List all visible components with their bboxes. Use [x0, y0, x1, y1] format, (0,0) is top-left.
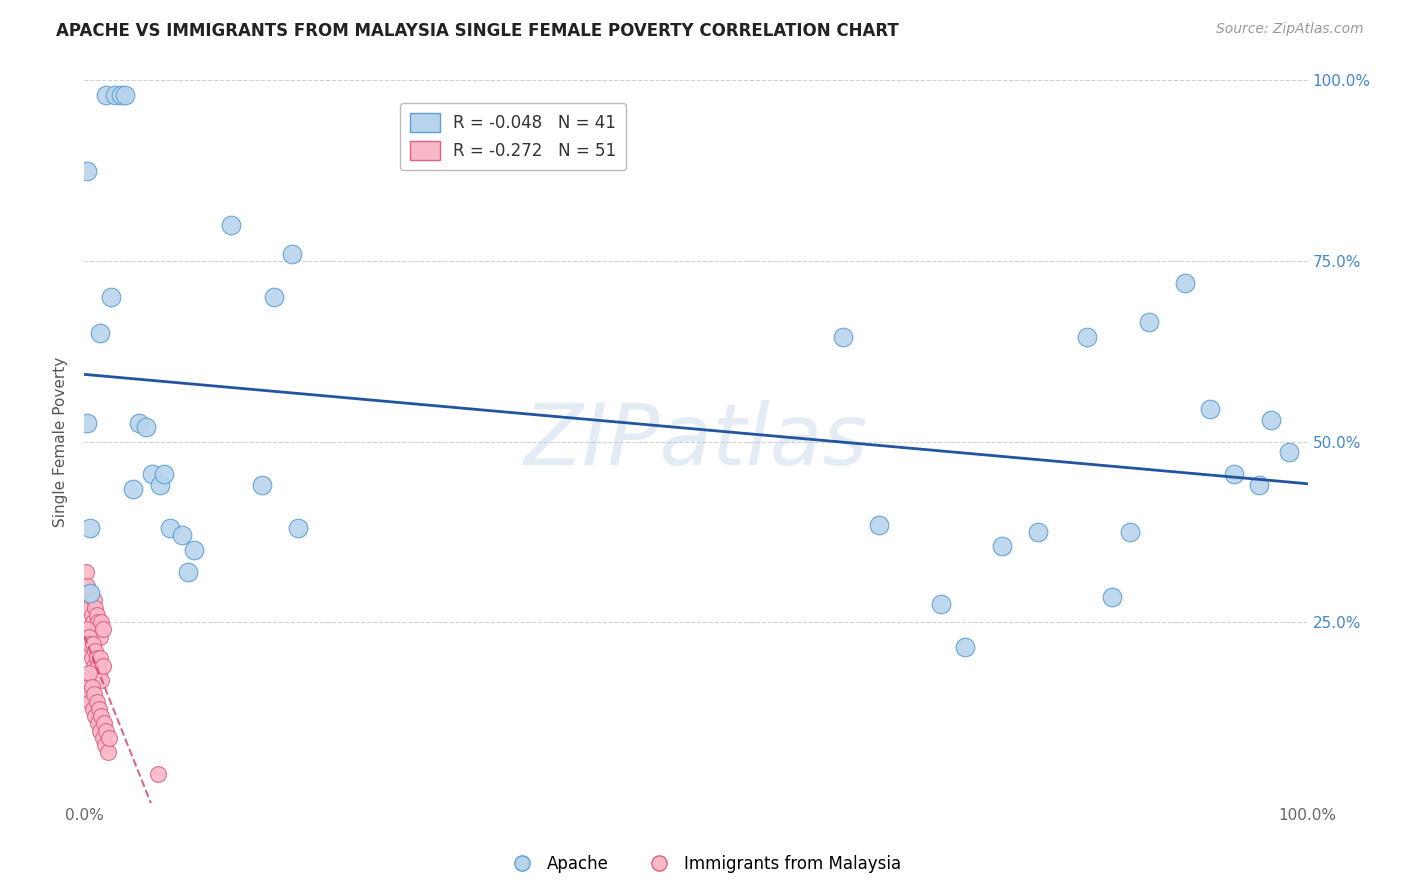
- Point: [86, 607, 108, 622]
- Point: [83, 687, 105, 701]
- Point: [1198, 402, 1220, 417]
- Point: [929, 597, 952, 611]
- Point: [153, 467, 176, 481]
- Point: [869, 517, 891, 532]
- Point: [1119, 524, 1142, 539]
- Point: [1028, 524, 1050, 539]
- Point: [250, 478, 273, 492]
- Point: [80, 680, 103, 694]
- Point: [87, 658, 110, 673]
- Point: [141, 467, 163, 481]
- Point: [1076, 330, 1098, 344]
- Point: [83, 658, 105, 673]
- Point: [90, 709, 112, 723]
- Point: [89, 630, 111, 644]
- Point: [93, 716, 115, 731]
- Point: [281, 246, 304, 260]
- Point: [1260, 413, 1282, 427]
- Point: [104, 87, 127, 102]
- Point: [77, 687, 100, 701]
- Point: [146, 767, 169, 781]
- Point: [87, 716, 110, 731]
- Y-axis label: Single Female Poverty: Single Female Poverty: [53, 357, 69, 526]
- Point: [1223, 467, 1246, 481]
- Legend: Apache, Immigrants from Malaysia: Apache, Immigrants from Malaysia: [499, 848, 907, 880]
- Point: [75, 673, 97, 687]
- Point: [77, 630, 100, 644]
- Point: [79, 637, 101, 651]
- Point: [263, 290, 285, 304]
- Point: [86, 695, 108, 709]
- Point: [79, 695, 101, 709]
- Point: [128, 417, 150, 431]
- Point: [82, 615, 104, 630]
- Text: ZIPatlas: ZIPatlas: [524, 400, 868, 483]
- Point: [90, 615, 112, 630]
- Point: [135, 420, 157, 434]
- Point: [172, 528, 194, 542]
- Point: [159, 521, 181, 535]
- Point: [114, 87, 136, 102]
- Point: [96, 723, 118, 738]
- Point: [87, 615, 110, 630]
- Point: [84, 600, 107, 615]
- Point: [77, 644, 100, 658]
- Point: [219, 218, 242, 232]
- Point: [76, 623, 98, 637]
- Point: [97, 731, 120, 745]
- Point: [90, 673, 112, 687]
- Point: [84, 644, 107, 658]
- Legend: R = -0.048   N = 41, R = -0.272   N = 51: R = -0.048 N = 41, R = -0.272 N = 51: [401, 103, 627, 169]
- Point: [83, 593, 105, 607]
- Point: [79, 586, 101, 600]
- Point: [80, 651, 103, 665]
- Point: [75, 565, 97, 579]
- Point: [80, 607, 103, 622]
- Point: [177, 565, 200, 579]
- Point: [97, 745, 120, 759]
- Point: [100, 290, 122, 304]
- Point: [82, 637, 104, 651]
- Point: [1247, 478, 1270, 492]
- Point: [87, 702, 110, 716]
- Text: Source: ZipAtlas.com: Source: ZipAtlas.com: [1216, 22, 1364, 37]
- Text: APACHE VS IMMIGRANTS FROM MALAYSIA SINGLE FEMALE POVERTY CORRELATION CHART: APACHE VS IMMIGRANTS FROM MALAYSIA SINGL…: [56, 22, 898, 40]
- Point: [91, 658, 114, 673]
- Point: [75, 637, 97, 651]
- Point: [84, 709, 107, 723]
- Point: [79, 521, 101, 535]
- Point: [89, 651, 111, 665]
- Point: [77, 600, 100, 615]
- Point: [89, 723, 111, 738]
- Point: [77, 593, 100, 607]
- Point: [183, 542, 205, 557]
- Point: [1174, 276, 1197, 290]
- Point: [77, 665, 100, 680]
- Point: [91, 623, 114, 637]
- Point: [79, 586, 101, 600]
- Point: [1101, 590, 1123, 604]
- Point: [76, 417, 98, 431]
- Point: [94, 738, 117, 752]
- Point: [831, 330, 853, 344]
- Point: [110, 87, 132, 102]
- Point: [82, 702, 104, 716]
- Point: [87, 623, 110, 637]
- Point: [76, 579, 98, 593]
- Point: [96, 87, 118, 102]
- Point: [87, 665, 110, 680]
- Point: [76, 680, 98, 694]
- Point: [149, 478, 172, 492]
- Point: [991, 539, 1014, 553]
- Point: [76, 163, 98, 178]
- Point: [86, 651, 108, 665]
- Point: [89, 326, 111, 340]
- Point: [953, 640, 976, 655]
- Point: [1137, 315, 1160, 329]
- Point: [287, 521, 309, 535]
- Point: [1278, 445, 1301, 459]
- Point: [122, 482, 145, 496]
- Point: [91, 731, 114, 745]
